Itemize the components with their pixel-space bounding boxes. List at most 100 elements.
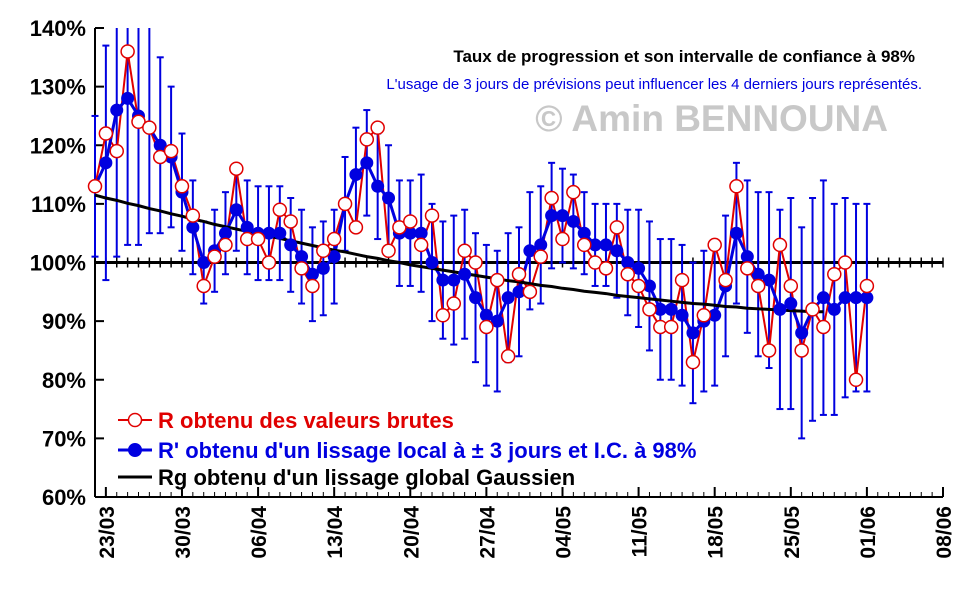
series-raw-point [859,278,875,294]
series-raw-point [522,284,538,300]
series-smooth-point [849,291,863,305]
series-raw-point [392,220,407,235]
series-smooth-point [197,256,211,269]
series-raw-point [533,249,548,264]
series-raw-point [707,237,722,253]
series-raw-point [761,343,777,358]
series-raw-point [696,308,712,323]
series-smooth-point [534,238,548,252]
series-raw-point [98,126,114,141]
series-raw-point [642,302,657,317]
x-tick-label: 01/06 [857,506,880,559]
series-raw-point [729,179,744,194]
series-raw-point [403,214,418,229]
series-raw-point [750,278,766,294]
series-smooth-point [371,179,385,193]
series-raw-point [816,319,831,335]
legend: R obtenu des valeurs brutes R' obtenu d'… [118,408,696,490]
x-tick-label: 30/03 [172,506,195,559]
series-raw-point [794,343,809,358]
x-tick-label: 23/03 [96,506,119,559]
series-smooth-point [99,156,113,170]
series-smooth-point [284,238,298,252]
series-raw-point [435,308,451,323]
series-raw-point [620,266,635,282]
series-smooth-point [490,314,504,328]
series-raw-point [381,243,396,259]
series-smooth-point [414,226,428,240]
x-tick-label: 04/05 [552,506,575,559]
y-tick-label: 60% [42,485,86,510]
series-smooth-point [479,308,493,322]
series-smooth-point [610,244,624,258]
series-smooth-point [545,209,559,223]
series-raw-point [174,179,190,194]
series-smooth-point [229,203,243,217]
series-raw-point [805,302,820,317]
series-raw-point [142,120,157,135]
series-smooth-point [838,291,852,305]
series-smooth-point [686,326,700,340]
legend-raw-marker [127,412,143,428]
series-smooth-point [795,326,809,340]
series-raw-point [272,202,288,217]
series-raw-point [555,231,570,247]
series-smooth-point [458,267,472,281]
series-raw-point [848,372,864,387]
series-smooth-point [675,308,689,322]
series-raw-point [718,272,733,288]
y-tick-label: 80% [42,368,86,393]
series-raw-point [261,255,277,270]
series-raw-point [783,278,799,294]
series-raw-point [326,231,342,247]
x-tick-label: 11/05 [629,506,652,558]
legend-item-raw: R obtenu des valeurs brutes [118,408,454,433]
series-smooth-point [501,291,515,305]
series-raw-point [424,208,440,223]
series-raw-point [109,143,124,159]
series-smooth-point [827,302,841,316]
y-tick-label: 110% [31,192,86,217]
series-smooth-point [382,191,396,205]
series-raw-point [566,184,581,200]
series-raw-point [196,278,211,294]
series-smooth-point [121,91,135,105]
series-raw-point [587,255,603,270]
y-tick-label: 140% [30,16,86,41]
series-raw-point [348,220,364,235]
series-raw-point [500,349,516,364]
series-smooth-point [621,256,635,269]
legend-smooth-marker [128,443,142,457]
series-raw-point [837,255,853,270]
series-smooth-point [555,209,569,223]
x-tick-label: 20/04 [400,506,423,559]
series-smooth-point [316,261,330,275]
series-raw-point [229,161,244,176]
plot-area: 60% 70% 80% 90% 100% 110% 120% 130% 140% 23/03 30/… [30,16,956,559]
series-raw-point [294,261,309,276]
series-smooth-point [327,250,341,264]
series-raw-point [305,278,320,294]
series-raw-point [152,149,168,165]
series-raw-point [120,44,135,59]
x-tick-label: 27/04 [476,506,499,559]
series-raw-point [490,272,505,288]
series-smooth-point [664,302,678,316]
series-raw-point [337,196,353,212]
legend-gaussian-label: Rg obtenu d'un lissage global Gaussien [158,465,575,490]
series-raw-point [685,354,701,370]
x-tick-label: 06/04 [248,506,271,559]
series-raw-point [207,249,222,264]
series-raw-point [740,261,755,276]
series-raw-point [446,296,462,311]
series-raw-point [359,132,375,147]
series-raw-point [468,255,483,270]
series-raw-point [316,243,331,259]
x-tick-label: 13/04 [324,506,347,559]
series-raw-point [609,220,625,235]
series-smooth-point [240,220,254,234]
chart-subtitle: L'usage de 3 jours de prévisions peut in… [386,76,922,93]
series-raw-point [674,272,690,288]
